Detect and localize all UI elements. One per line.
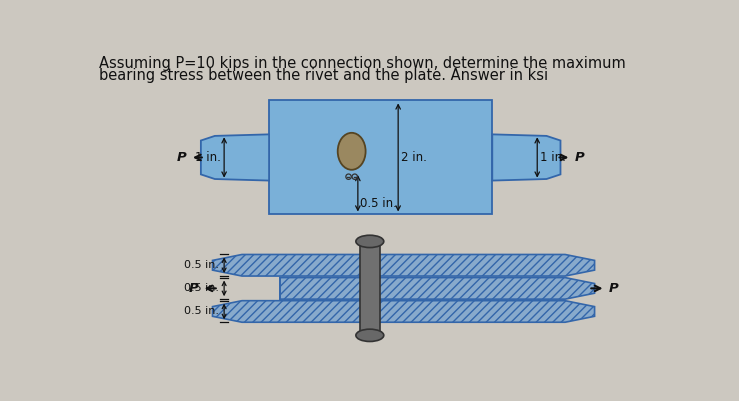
Text: P: P bbox=[608, 282, 619, 295]
Polygon shape bbox=[492, 134, 560, 180]
Polygon shape bbox=[201, 134, 269, 180]
Text: 0.5 in.: 0.5 in. bbox=[185, 260, 219, 270]
Polygon shape bbox=[213, 301, 595, 322]
Polygon shape bbox=[280, 277, 595, 299]
Text: bearing stress between the rivet and the plate. Answer in ksi: bearing stress between the rivet and the… bbox=[98, 68, 548, 83]
Text: 0.5 in.: 0.5 in. bbox=[185, 284, 219, 294]
Ellipse shape bbox=[356, 329, 384, 342]
Text: P: P bbox=[574, 151, 584, 164]
Bar bbox=[360, 241, 380, 335]
Text: 2 in.: 2 in. bbox=[401, 151, 427, 164]
Text: 0.5 in.: 0.5 in. bbox=[360, 197, 397, 210]
Ellipse shape bbox=[356, 235, 384, 247]
Text: P: P bbox=[177, 151, 187, 164]
Text: P: P bbox=[188, 282, 199, 295]
Text: 0.5 in.: 0.5 in. bbox=[185, 306, 219, 316]
Text: Assuming P=10 kips in the connection shown, determine the maximum: Assuming P=10 kips in the connection sho… bbox=[98, 56, 625, 71]
Text: 1 in.: 1 in. bbox=[540, 151, 566, 164]
Bar bbox=[269, 101, 492, 215]
Ellipse shape bbox=[338, 133, 366, 170]
Polygon shape bbox=[213, 255, 595, 276]
Text: 1 in.: 1 in. bbox=[195, 151, 221, 164]
